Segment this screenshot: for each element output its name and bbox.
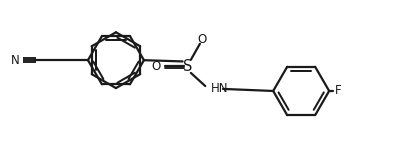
Text: O: O xyxy=(152,60,161,73)
Text: F: F xyxy=(335,85,342,97)
Text: N: N xyxy=(11,54,20,67)
Text: S: S xyxy=(183,59,193,74)
Text: HN: HN xyxy=(211,82,228,95)
Text: O: O xyxy=(198,33,207,46)
